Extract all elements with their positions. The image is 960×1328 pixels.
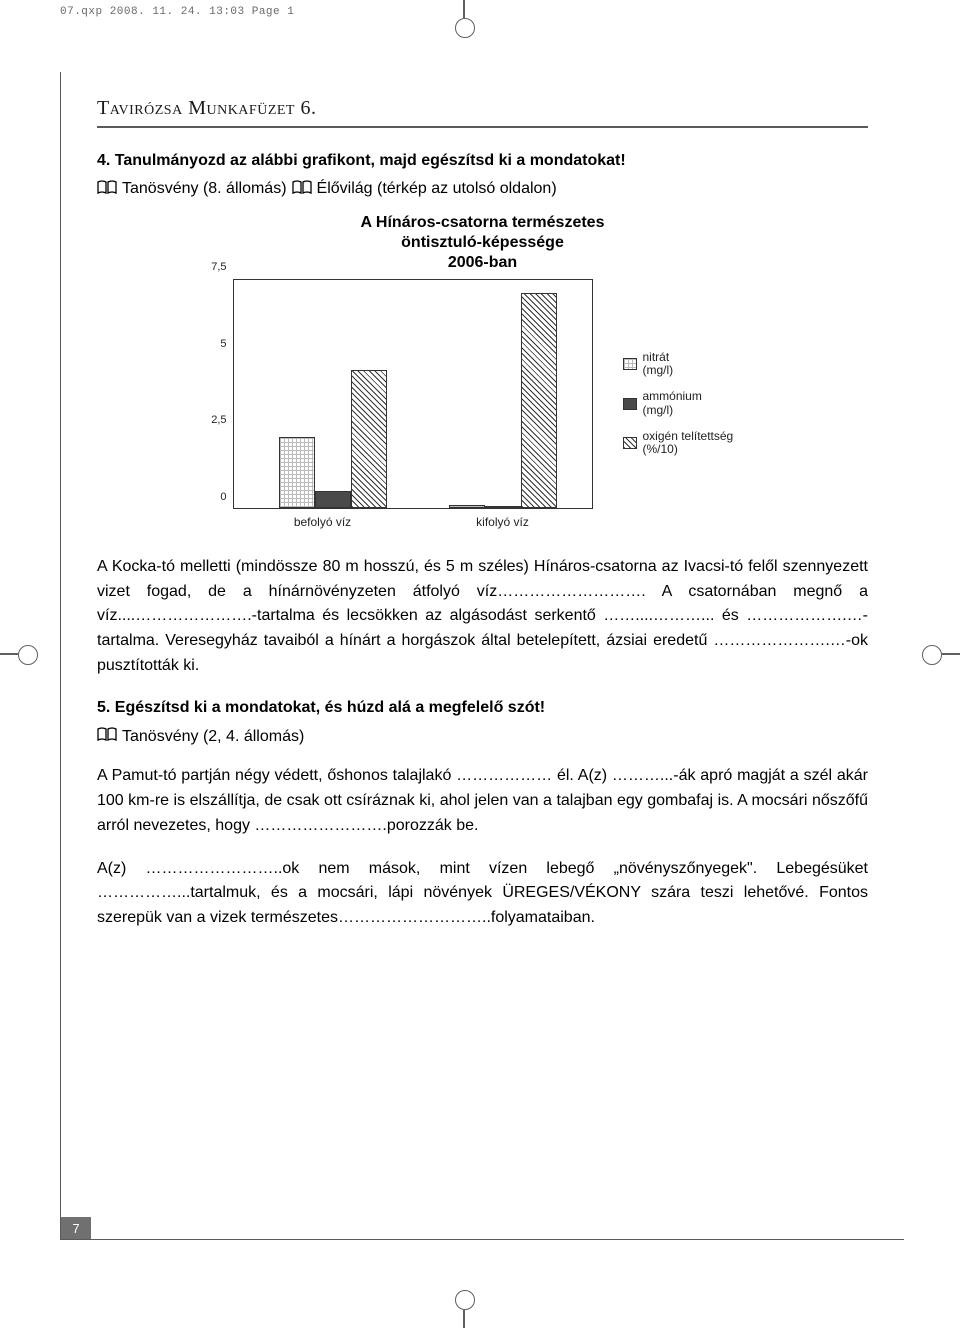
chart-legend-label: ammónium(mg/l) bbox=[643, 390, 702, 418]
chart-legend-item: ammónium(mg/l) bbox=[623, 390, 734, 418]
chart-yaxis: 02,557,5 bbox=[203, 279, 233, 509]
chart-bar bbox=[449, 505, 485, 508]
page-number-badge: 7 bbox=[61, 1217, 91, 1239]
task-5-refs: Tanösvény (2, 4. állomás) bbox=[97, 727, 868, 746]
crop-mark-left bbox=[0, 645, 28, 663]
chart-legend: nitrát(mg/l) ammónium(mg/l) oxigén telítet… bbox=[623, 339, 734, 470]
print-header: 07.qxp 2008. 11. 24. 13:03 Page 1 bbox=[60, 6, 294, 18]
task-4-refs: Tanösvény (8. állomás) Élővilág (térkép … bbox=[97, 180, 868, 199]
chart-ytick: 0 bbox=[220, 491, 226, 503]
chart-bar bbox=[279, 437, 315, 508]
chart-bar bbox=[315, 491, 351, 508]
page-frame: Tavirózsa Munkafüzet 6. 4. Tanulmányozd … bbox=[60, 72, 904, 1240]
task-4-ref-b: Élővilág (térkép az utolsó oldalon) bbox=[317, 180, 557, 198]
chart-ytick: 5 bbox=[220, 338, 226, 350]
book-icon bbox=[292, 180, 312, 199]
title-rule bbox=[97, 126, 868, 128]
crop-mark-right bbox=[932, 645, 960, 663]
task-5-heading: 5. Egészítsd ki a mondatokat, és húzd al… bbox=[97, 697, 868, 719]
task-5-ref: Tanösvény (2, 4. állomás) bbox=[122, 728, 304, 746]
chart-xaxis: befolyó vízkifolyó víz bbox=[233, 515, 593, 529]
book-icon bbox=[97, 180, 117, 199]
chart-ytick: 2,5 bbox=[211, 414, 226, 426]
chart-title: A Hínáros-csatorna természetes öntisztul… bbox=[203, 213, 763, 273]
chart-bar bbox=[521, 293, 557, 508]
chart-legend-label: oxigén telítettség(%/10) bbox=[643, 430, 734, 458]
chart-bar-group bbox=[449, 293, 557, 508]
chart-legend-label: nitrát(mg/l) bbox=[643, 351, 674, 379]
chart-plot-area bbox=[233, 279, 593, 509]
chart-bar bbox=[351, 370, 387, 508]
task-4-ref-a: Tanösvény (8. állomás) bbox=[122, 180, 287, 198]
chart-legend-item: nitrát(mg/l) bbox=[623, 351, 734, 379]
chart-ytick: 7,5 bbox=[211, 261, 226, 273]
chart-legend-swatch bbox=[623, 437, 637, 449]
book-icon bbox=[97, 727, 117, 746]
chart-legend-swatch bbox=[623, 358, 637, 370]
paragraph-3: A(z) ……………………..ok nem mások, mint vízen … bbox=[97, 857, 868, 931]
chart-xlabel: befolyó víz bbox=[233, 515, 413, 529]
task-4-heading: 4. Tanulmányozd az alábbi grafikont, maj… bbox=[97, 150, 868, 172]
chart-bar-group bbox=[279, 370, 387, 508]
paragraph-1: A Kocka-tó melletti (mindössze 80 m hoss… bbox=[97, 555, 868, 679]
crop-mark-bottom bbox=[455, 1300, 473, 1328]
chart-bar bbox=[485, 506, 521, 508]
chart: A Hínáros-csatorna természetes öntisztul… bbox=[203, 213, 763, 529]
chart-legend-item: oxigén telítettség(%/10) bbox=[623, 430, 734, 458]
document-title: Tavirózsa Munkafüzet 6. bbox=[97, 97, 868, 120]
crop-mark-top bbox=[455, 0, 473, 28]
chart-legend-swatch bbox=[623, 398, 637, 410]
paragraph-2: A Pamut-tó partján négy védett, őshonos … bbox=[97, 764, 868, 838]
chart-xlabel: kifolyó víz bbox=[413, 515, 593, 529]
